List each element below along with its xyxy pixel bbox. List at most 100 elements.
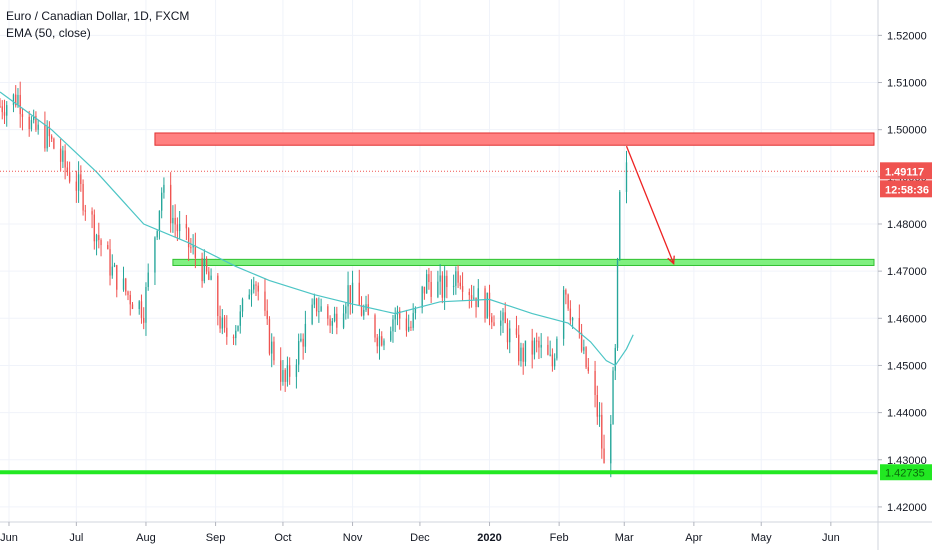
candle-body: [585, 347, 587, 368]
candle-body: [318, 311, 320, 313]
candle-body: [30, 120, 33, 130]
candle-body: [140, 301, 143, 318]
candle-body: [131, 304, 134, 310]
candle-body: [205, 258, 208, 272]
candle-body: [484, 288, 486, 319]
candle-body: [327, 306, 329, 319]
candle-body: [383, 340, 385, 346]
candle-body: [50, 136, 53, 139]
price-axis[interactable]: 1.42000 1.43000 1.44000 1.45000 1.46000 1.470…: [877, 0, 927, 550]
candle-body: [46, 126, 48, 149]
candle-body: [201, 257, 203, 282]
candle-body: [145, 287, 147, 323]
candle-body: [392, 319, 394, 332]
candle-body: [192, 245, 194, 248]
candle-body: [232, 336, 235, 339]
candle-body: [342, 313, 345, 328]
candle-body: [412, 313, 414, 328]
candle-body: [33, 115, 35, 121]
price-tick-label: 1.43000: [887, 455, 927, 467]
candle-body: [551, 354, 554, 367]
candle-body: [549, 354, 551, 356]
candle-body: [468, 291, 470, 296]
candle-body: [486, 292, 488, 319]
candle-body: [268, 319, 271, 354]
candle-body: [59, 148, 62, 162]
candle-body: [169, 184, 172, 224]
price-tick-label: 1.47000: [887, 266, 927, 278]
candle-body: [457, 271, 459, 283]
candle-body: [288, 365, 291, 377]
candle-body: [62, 150, 64, 162]
candle-body: [98, 235, 100, 241]
candle-body: [347, 285, 349, 307]
candle-body: [264, 291, 266, 311]
candle-body: [217, 275, 219, 317]
countdown-tag: [880, 180, 932, 198]
chart-legend: Euro / Canadian Dollar, 1D, FXCM EMA (50…: [6, 8, 189, 42]
candle-body: [3, 112, 6, 116]
candle-body: [226, 327, 228, 337]
time-tick-label: Oct: [274, 532, 291, 544]
candle-body: [313, 298, 316, 305]
arrow-head: [667, 255, 675, 265]
candle-body: [122, 278, 125, 290]
candle-body: [127, 291, 129, 296]
candle-body: [0, 106, 1, 108]
candle-body: [583, 347, 585, 351]
candle-body: [345, 306, 347, 314]
candle-body: [500, 320, 502, 326]
candle-body: [378, 336, 381, 347]
candle-body: [437, 281, 439, 297]
candle-body: [302, 338, 304, 347]
candle-body: [273, 341, 275, 361]
overlays: [0, 145, 878, 475]
candle-body: [284, 370, 286, 382]
candle-body: [614, 347, 616, 371]
candle-body: [107, 245, 109, 250]
candle-body: [6, 105, 8, 116]
candle-body: [601, 414, 603, 449]
candle-body: [470, 295, 473, 299]
indicator-label[interactable]: EMA (50, close): [6, 26, 91, 40]
ema-layer: [0, 91, 634, 367]
candle-body: [587, 367, 590, 372]
candle-body: [477, 288, 479, 308]
symbol-title[interactable]: Euro / Canadian Dollar, 1D, FXCM: [6, 9, 190, 23]
candle-body: [187, 228, 190, 248]
candle-body: [399, 310, 401, 319]
candle-body: [208, 271, 210, 280]
time-axis[interactable]: Jun Jul Aug Sep Oct Nov Dec 2020 Feb Mar Apr May Jun: [0, 521, 932, 544]
candle-body: [461, 286, 464, 292]
candle-body: [473, 297, 475, 299]
candle-body: [452, 285, 455, 288]
time-tick-label: Dec: [410, 532, 430, 544]
candle-body: [158, 210, 161, 232]
last-price-tag: [880, 162, 932, 180]
candle-body: [82, 183, 84, 211]
candle-body: [80, 174, 82, 184]
candle-body: [154, 237, 156, 273]
candle-body: [475, 297, 477, 308]
time-tick-label: Sep: [206, 532, 226, 544]
candle-body: [488, 292, 491, 317]
time-tick-label: Jul: [69, 532, 83, 544]
candle-body: [390, 331, 392, 341]
candle-body: [219, 316, 221, 329]
candle-body: [125, 278, 127, 292]
candle-body: [185, 223, 188, 229]
candle-body: [441, 275, 444, 298]
candle-body: [282, 370, 284, 382]
price-tick-label: 1.44000: [887, 408, 927, 420]
candle-body: [491, 316, 493, 323]
candle-body: [250, 289, 253, 295]
candle-body: [349, 285, 351, 303]
candle-body: [455, 271, 457, 286]
candle-body: [394, 314, 396, 320]
candle-body: [509, 328, 511, 343]
candle-body: [111, 266, 113, 276]
candle-body: [64, 150, 66, 168]
candle-body: [367, 304, 369, 316]
candle-body: [515, 328, 518, 335]
